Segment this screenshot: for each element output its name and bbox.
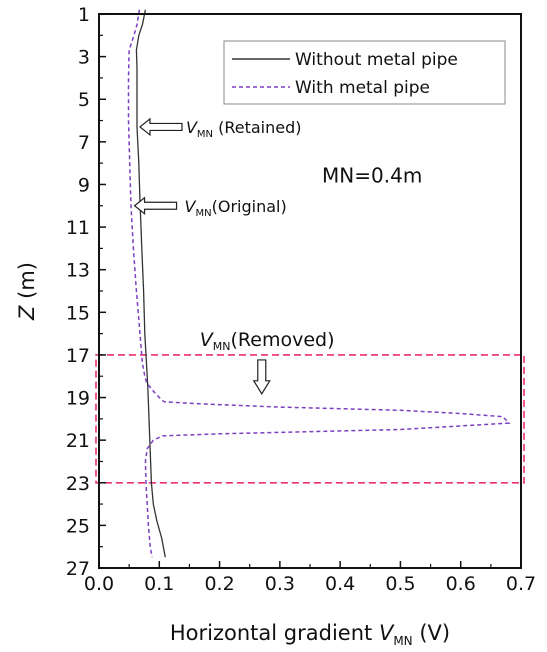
- y-tick-label: 9: [78, 174, 90, 196]
- annotation-retained-label: VMN (Retained): [186, 118, 302, 140]
- annotation-original: VMN(Original): [133, 196, 287, 219]
- y-tick-label: 13: [66, 260, 90, 282]
- x-tick-label: 0.3: [265, 573, 295, 595]
- legend: Without metal pipe With metal pipe: [223, 40, 506, 105]
- highlight-box: [95, 354, 525, 484]
- arrow-left-icon: [139, 117, 183, 137]
- series-line-without-metal-pipe: [135, 9, 166, 558]
- y-tick-label: 25: [66, 515, 90, 537]
- y-tick-label: 7: [78, 132, 90, 154]
- legend-label-without-metal-pipe: Without metal pipe: [295, 50, 458, 70]
- annotation-removed: VMN(Removed): [200, 329, 335, 395]
- y-tick-label: 17: [66, 345, 90, 367]
- annotation-retained: VMN (Retained): [139, 117, 302, 140]
- y-tick-label: 23: [66, 473, 90, 495]
- y-tick-label: 19: [66, 388, 90, 410]
- x-tick-label: 0.5: [385, 573, 415, 595]
- annotation-removed-label: VMN(Removed): [200, 329, 335, 353]
- x-tick-label: 0.1: [144, 573, 174, 595]
- legend-box: [223, 40, 506, 105]
- annotation-original-label: VMN(Original): [185, 197, 287, 219]
- y-tick-label: 21: [66, 430, 90, 452]
- y-tick-label: 5: [78, 89, 90, 111]
- y-axis-label: Z (m): [15, 262, 39, 321]
- y-tick-label: 1: [78, 4, 90, 26]
- x-tick-label: 0.4: [325, 573, 355, 595]
- mn-spacing-label: MN=0.4m: [322, 163, 422, 187]
- y-tick-label: 15: [66, 302, 90, 324]
- y-tick-label: 11: [66, 217, 90, 239]
- x-axis-label: Horizontal gradient VMN (V): [170, 621, 450, 648]
- legend-label-with-metal-pipe: With metal pipe: [295, 78, 430, 98]
- x-tick-label: 0.7: [506, 573, 536, 595]
- x-tick-label: 0.6: [446, 573, 476, 595]
- x-tick-label: 0.0: [84, 573, 114, 595]
- series-line-with-metal-pipe: [127, 9, 511, 558]
- arrow-left-icon: [133, 196, 178, 216]
- x-tick-label: 0.2: [204, 573, 234, 595]
- y-tick-label: 27: [66, 558, 90, 580]
- arrow-down-icon: [252, 359, 271, 395]
- y-tick-label: 3: [78, 47, 90, 69]
